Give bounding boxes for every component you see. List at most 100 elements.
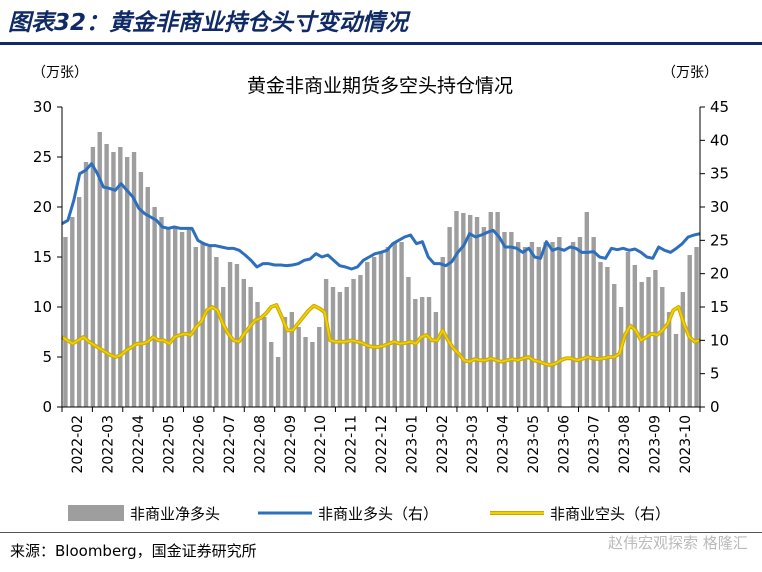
bar-net-long-51 [413, 299, 418, 407]
x-tick-label-20: 2023-10 [678, 415, 694, 474]
y-right-tick-label-8: 40 [710, 131, 729, 149]
axes-group: 0 5 10 15 20 25 30 0 5 10 15 20 25 30 35 40 45 2022-02 202… [33, 98, 729, 474]
bar-net-long-6 [104, 144, 109, 407]
x-tick-label-12: 2023-02 [435, 415, 451, 474]
bar-net-long-4 [90, 147, 96, 407]
y-right-tick-label-9: 45 [710, 98, 729, 116]
bar-net-long-38 [323, 279, 329, 407]
bar-net-long-35 [303, 337, 308, 407]
x-tick-label-14: 2023-04 [496, 415, 512, 474]
bar-net-long-17 [179, 232, 185, 407]
x-tick-label-16: 2023-06 [556, 415, 572, 474]
y-right-tick-label-4: 20 [710, 265, 729, 283]
bar-net-long-56 [447, 227, 452, 407]
x-tick-label-17: 2023-07 [587, 415, 603, 474]
x-tick-label-15: 2023-05 [526, 415, 542, 474]
bar-net-long-31 [275, 357, 281, 407]
bar-net-long-39 [330, 287, 336, 407]
title-rule [0, 42, 762, 45]
bar-net-long-7 [111, 152, 116, 407]
bar-net-long-77 [591, 237, 596, 407]
chart-title: 黄金非商业期货多空头持仓情况 [247, 75, 513, 97]
bar-net-long-45 [371, 257, 377, 407]
bar-net-long-60 [474, 217, 480, 407]
bar-net-long-20 [200, 242, 205, 407]
bar-net-long-46 [378, 252, 384, 407]
y-left-tick-label-6: 30 [33, 98, 52, 116]
y-left-tick-label-1: 5 [42, 348, 52, 366]
bar-net-long-32 [282, 317, 288, 407]
y-left-tick-label-3: 15 [33, 248, 52, 266]
y-left-unit: （万张） [32, 65, 88, 81]
x-tick-label-18: 2023-08 [617, 415, 633, 474]
x-tick-label-19: 2023-09 [647, 415, 663, 474]
footer-rule [0, 532, 762, 533]
bar-net-long-42 [351, 279, 356, 407]
bar-net-long-33 [289, 312, 295, 407]
bar-net-long-85 [646, 277, 651, 407]
bar-net-long-66 [516, 242, 521, 407]
bar-net-long-67 [522, 247, 528, 407]
bar-net-long-3 [83, 162, 89, 407]
x-tick-label-2: 2022-04 [131, 415, 147, 474]
bar-net-long-81 [618, 307, 624, 407]
lines-group [60, 162, 701, 367]
bar-net-long-92 [694, 247, 699, 407]
x-tick-label-9: 2022-11 [344, 415, 360, 474]
bar-net-long-10 [131, 152, 137, 407]
legend-label-net-long: 非商业净多头 [130, 505, 220, 523]
bar-net-long-79 [605, 267, 610, 407]
bar-net-long-0 [63, 237, 68, 407]
bar-net-long-84 [639, 282, 644, 407]
bar-net-long-80 [612, 284, 617, 407]
bar-net-long-47 [385, 247, 391, 407]
bar-net-long-68 [529, 242, 535, 407]
y-right-tick-label-3: 15 [710, 298, 729, 316]
y-right-tick-label-0: 0 [710, 398, 720, 416]
bar-net-long-62 [488, 212, 493, 407]
y-right-tick-label-1: 5 [710, 365, 720, 383]
y-right-tick-label-6: 30 [710, 198, 729, 216]
y-right-unit: （万张） [662, 65, 718, 81]
figure-title: 图表32：黄金非商业持仓头寸变动情况 [8, 10, 409, 36]
y-left-tick-label-5: 25 [33, 148, 52, 166]
bar-net-long-13 [152, 207, 157, 407]
bar-net-long-78 [598, 262, 603, 407]
bar-net-long-11 [138, 172, 144, 407]
x-tick-label-5: 2022-07 [222, 415, 238, 474]
bar-net-long-86 [653, 270, 658, 407]
x-tick-label-11: 2023-01 [404, 415, 420, 474]
bar-net-long-1 [70, 217, 75, 407]
x-tick-label-3: 2022-05 [161, 415, 177, 474]
bar-net-long-23 [221, 287, 226, 407]
bar-net-long-54 [433, 312, 439, 407]
long-position-line [61, 162, 701, 271]
bar-net-long-74 [570, 242, 576, 407]
bar-net-long-5 [97, 132, 102, 407]
bar-net-long-44 [365, 262, 370, 407]
bar-net-long-16 [173, 227, 178, 407]
y-right-tick-label-5: 25 [710, 231, 729, 249]
x-tick-label-1: 2022-03 [101, 415, 117, 474]
bar-net-long-91 [687, 255, 692, 407]
bar-net-long-75 [577, 237, 583, 407]
bar-net-long-53 [426, 297, 432, 407]
x-tick-label-7: 2022-09 [283, 415, 299, 474]
watermark: 赵伟宏观探索 格隆汇 [608, 534, 748, 552]
legend-label-short: 非商业空头（右） [550, 505, 670, 523]
bar-net-long-26 [241, 279, 246, 407]
bar-net-long-59 [467, 215, 473, 407]
y-left-tick-label-2: 10 [33, 298, 52, 316]
bar-net-long-76 [584, 212, 589, 407]
bar-net-long-70 [543, 242, 548, 407]
bar-net-long-15 [166, 227, 171, 407]
bar-net-long-14 [159, 217, 164, 407]
bar-net-long-8 [118, 147, 123, 407]
bar-net-long-71 [550, 242, 555, 407]
bar-net-long-69 [536, 247, 541, 407]
bar-net-long-49 [399, 242, 404, 407]
bars-group [63, 132, 699, 407]
bar-net-long-72 [557, 237, 562, 407]
legend: 非商业净多头 非商业多头（右） 非商业空头（右） [68, 505, 670, 523]
